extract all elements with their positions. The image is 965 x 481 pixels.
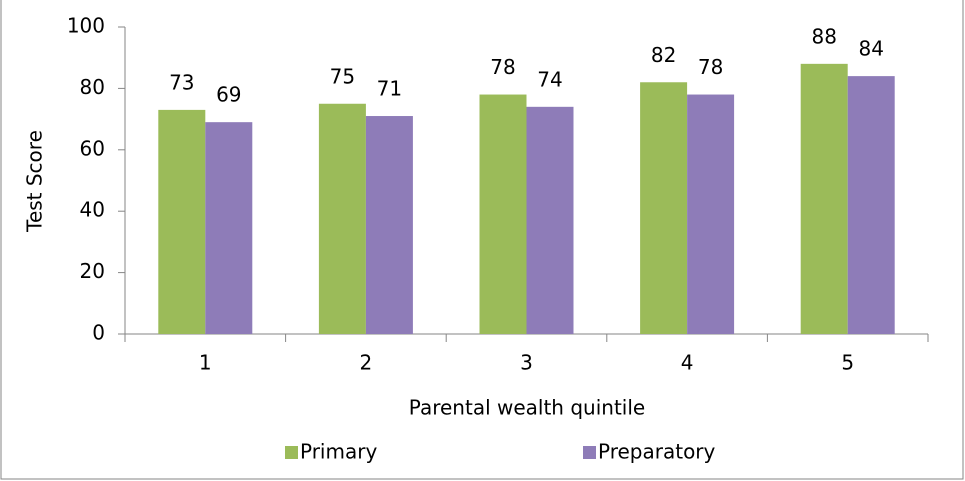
legend-swatch xyxy=(583,446,596,459)
y-tick-label: 20 xyxy=(80,259,105,283)
data-label: 78 xyxy=(698,55,723,79)
x-axis-label: Parental wealth quintile xyxy=(409,396,645,420)
data-label: 74 xyxy=(537,67,562,91)
data-label: 78 xyxy=(490,55,515,79)
data-label: 71 xyxy=(377,77,402,101)
x-tick-label: 5 xyxy=(841,351,854,375)
bar xyxy=(687,94,735,334)
bar xyxy=(847,76,895,335)
x-tick-label: 2 xyxy=(360,351,373,375)
y-tick-label: 80 xyxy=(80,75,105,99)
data-label: 75 xyxy=(330,64,355,88)
bar xyxy=(318,103,366,334)
bar xyxy=(158,109,206,334)
bar xyxy=(365,116,413,334)
data-label: 73 xyxy=(169,70,194,94)
bar xyxy=(800,63,848,335)
data-label: 84 xyxy=(858,37,883,61)
legend-swatch xyxy=(285,446,298,459)
y-tick-label: 100 xyxy=(67,14,105,38)
bar xyxy=(526,106,574,334)
data-label: 82 xyxy=(651,43,676,67)
data-label: 69 xyxy=(216,83,241,107)
data-label: 88 xyxy=(811,24,836,48)
bar xyxy=(640,82,688,334)
x-tick-label: 1 xyxy=(199,351,212,375)
legend-label: Preparatory xyxy=(598,440,716,464)
y-axis-label: Test Score xyxy=(23,130,47,233)
y-tick-label: 60 xyxy=(80,136,105,160)
x-tick-label: 3 xyxy=(520,351,533,375)
y-tick-label: 0 xyxy=(92,321,105,345)
bar xyxy=(205,122,253,334)
legend-label: Primary xyxy=(300,440,377,464)
y-tick-label: 40 xyxy=(80,198,105,222)
bar xyxy=(479,94,527,334)
x-tick-label: 4 xyxy=(681,351,694,375)
